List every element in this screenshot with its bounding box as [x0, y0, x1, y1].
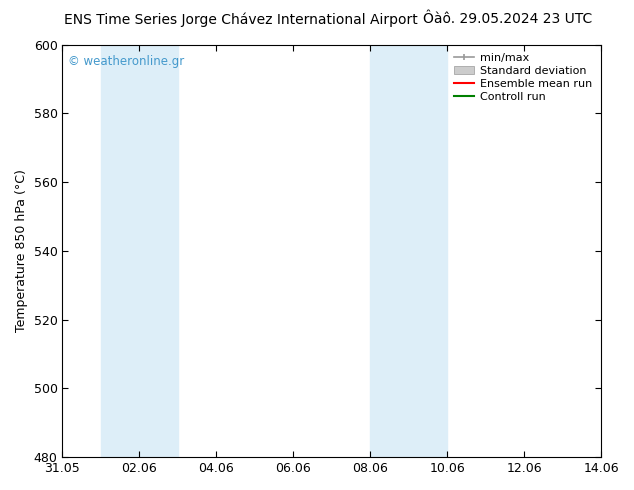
Bar: [370, 45, 447, 457]
Text: ENS Time Series Jorge Chávez International Airport: ENS Time Series Jorge Chávez Internation…: [64, 12, 418, 27]
Text: © weatheronline.gr: © weatheronline.gr: [68, 55, 184, 68]
Bar: [101, 45, 178, 457]
Legend: min/max, Standard deviation, Ensemble mean run, Controll run: min/max, Standard deviation, Ensemble me…: [451, 50, 595, 105]
Text: Ôàô. 29.05.2024 23 UTC: Ôàô. 29.05.2024 23 UTC: [423, 12, 592, 26]
Y-axis label: Temperature 850 hPa (°C): Temperature 850 hPa (°C): [15, 170, 28, 332]
